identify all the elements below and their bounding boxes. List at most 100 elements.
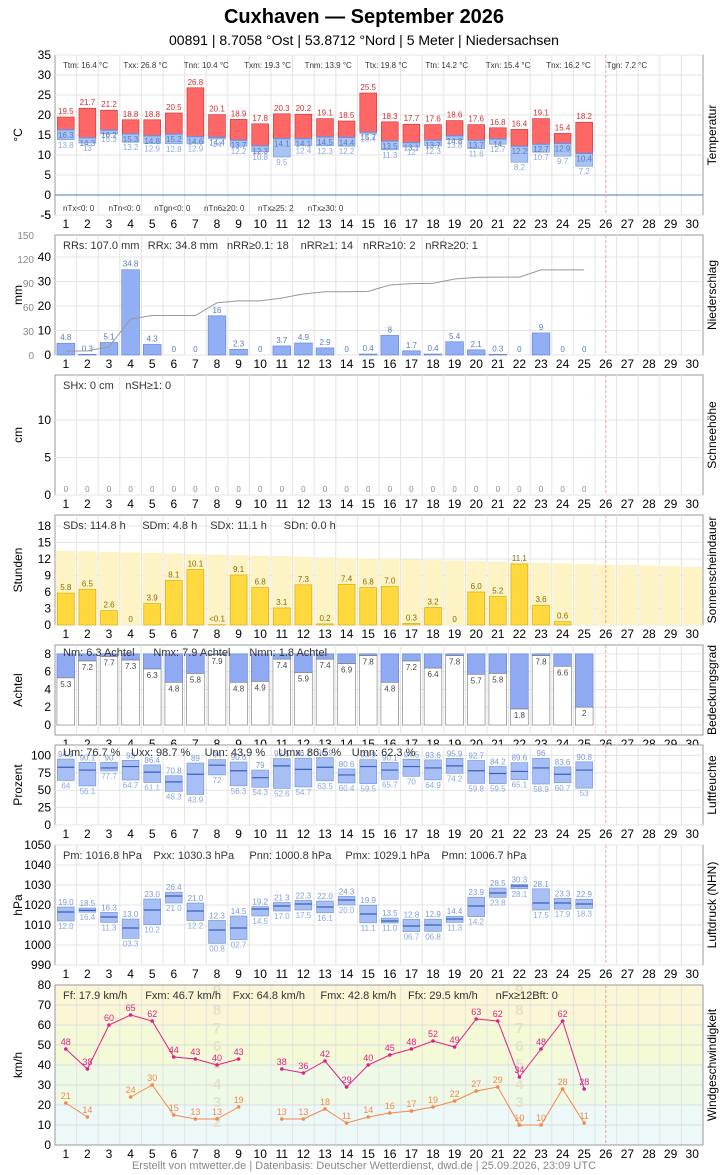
pressure-range-bar	[251, 906, 269, 917]
humidity-min-label: 65.1	[512, 781, 528, 790]
x-tick-label: 26	[599, 967, 613, 981]
temp-stat: Tgn: 7.2 °C	[607, 61, 648, 70]
pressure-range-bar	[273, 902, 291, 912]
pressure-min-label: 16.4	[80, 913, 96, 922]
cloud-label: 7.9	[211, 657, 223, 666]
pressure-range-bar	[337, 896, 356, 906]
sun-label: 0.2	[319, 614, 331, 623]
pressure-min-label: 11.3	[447, 923, 463, 932]
cloud-label: 1.8	[514, 711, 526, 720]
x-tick-label: 28	[642, 967, 656, 981]
panel-border	[54, 984, 704, 1146]
wind-gust-point	[172, 1055, 176, 1059]
temp-min-label: 12.2	[339, 147, 355, 156]
x-tick-label: 7	[192, 357, 199, 371]
x-tick-label: 19	[448, 627, 462, 641]
temp-max-bar	[186, 87, 205, 137]
x-tick-label: 14	[340, 827, 354, 841]
snow-label: 0	[582, 485, 587, 494]
x-tick-label: 17	[405, 627, 419, 641]
x-tick-label: 16	[383, 967, 397, 981]
temp-max-bar	[402, 123, 421, 143]
temp-max-bar	[121, 119, 140, 135]
beaufort-label: 7	[213, 1020, 221, 1037]
x-tick-label: 3	[106, 497, 113, 511]
pressure-max-label: 28.1	[533, 880, 549, 889]
wind-gust-point	[517, 1075, 522, 1079]
cloud-lower-bar	[553, 666, 572, 726]
x-tick-label: 16	[383, 827, 397, 841]
x-tick-label: 2	[84, 217, 91, 231]
x-tick-label: 14	[340, 627, 354, 641]
x-tick-label: 1	[62, 737, 69, 751]
cloud-label: 7.3	[125, 662, 137, 671]
wind-gust-label: 65	[126, 1003, 136, 1013]
humidity-range-bar	[273, 758, 291, 789]
cloud-label: 5.3	[60, 680, 72, 689]
pressure-range-bar	[532, 888, 550, 911]
wind-gust-label: 40	[363, 1053, 373, 1063]
sun-bar	[337, 583, 356, 626]
x-tick-label: 28	[642, 497, 656, 511]
x-tick-label: 20	[470, 627, 484, 641]
wind-gust-label: 43	[190, 1047, 200, 1057]
y-tick-label: 30	[38, 68, 52, 82]
y-tick-label: 10	[38, 324, 52, 338]
x-tick-label: 2	[84, 737, 91, 751]
temp-min-label: 14	[213, 140, 222, 149]
precip-stat: RRx: 34.8 mm	[148, 240, 218, 252]
humidity-max-label: 83.6	[555, 758, 571, 767]
y-tick-label: 990	[31, 958, 51, 972]
y-tick-label: 1050	[24, 838, 51, 852]
temp-max-bar	[489, 127, 507, 140]
y-tick-label: 6	[44, 665, 51, 679]
y-tick-label: 5	[44, 168, 51, 182]
wind-mean-point	[366, 1115, 371, 1119]
y-tick-label: 5	[44, 451, 51, 465]
humidity-min-label: 65.7	[382, 780, 398, 789]
humidity-max-label: 94	[213, 751, 222, 760]
temp-mean-label: 15.2	[166, 135, 182, 144]
precip-bar	[78, 353, 97, 356]
x-tick-label: 9	[235, 967, 242, 981]
panel-title: Sonnenscheindauer	[705, 517, 719, 624]
sun-possible-bar	[207, 554, 227, 625]
wind-gust-point	[193, 1057, 198, 1061]
snow-label: 0	[64, 485, 69, 494]
x-tick-label: 12	[297, 967, 311, 981]
precip-label: 0	[582, 345, 587, 354]
sun-label: 3.6	[535, 595, 547, 604]
x-tick-label: 16	[383, 497, 397, 511]
wind-mean-point	[64, 1101, 68, 1105]
temp-max-bar	[273, 113, 291, 139]
sun-label: 11.1	[512, 554, 528, 563]
x-tick-label: 16	[383, 217, 397, 231]
temp-min-label: 10.8	[252, 153, 268, 162]
pressure-max-label: 22.0	[317, 892, 333, 901]
x-tick-label: 28	[642, 827, 656, 841]
x-tick-label: 16	[383, 1147, 397, 1161]
wind-gust-label: 34	[514, 1065, 524, 1075]
wind-mean-label: 11	[580, 1111, 589, 1121]
x-tick-label: 5	[149, 217, 156, 231]
sun-label: 0	[128, 615, 133, 624]
precip-label: 0	[517, 345, 522, 354]
temp-max-label: 16.4	[512, 119, 528, 128]
x-tick-label: 19	[448, 827, 462, 841]
temp-max-label: 15.4	[555, 123, 571, 132]
x-tick-label: 18	[426, 497, 440, 511]
x-tick-label: 11	[276, 217, 289, 231]
humidity-max-label: 94.5	[404, 750, 420, 759]
humidity-min-label: 43.9	[188, 795, 204, 804]
wind-mean-point	[409, 1109, 414, 1113]
temp-max-bar	[251, 123, 269, 147]
temp-mean-label: 16.2	[101, 131, 117, 140]
cloud-lower-bar	[143, 668, 162, 726]
pressure-max-label: 18.5	[80, 899, 96, 908]
temp-max-label: 20.3	[274, 104, 290, 113]
x-tick-label: 8	[214, 627, 221, 641]
y-tick-label: 6	[44, 585, 51, 599]
pressure-min-label: 21.0	[166, 904, 182, 913]
x-tick-label: 18	[426, 627, 440, 641]
panel-title: Bedeckungsgrad	[705, 645, 719, 735]
